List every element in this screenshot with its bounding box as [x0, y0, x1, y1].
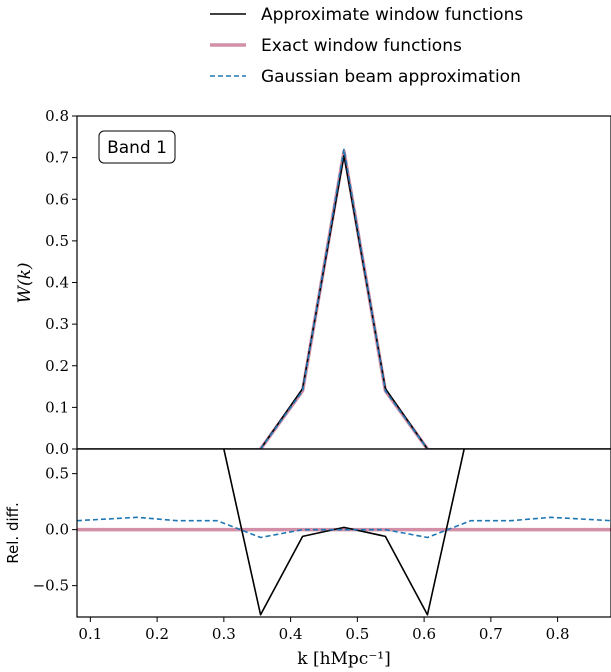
band-annotation-label: Band 1: [107, 138, 167, 158]
bottom-series-line-1: [223, 449, 465, 616]
bottom-xlabel: k [hMpc⁻¹]: [297, 649, 391, 669]
band-annotation-box: [98, 130, 176, 164]
bottom-xtick-label: 0.2: [145, 625, 169, 643]
top-ytick-label: 0.7: [45, 149, 69, 167]
top-series-line-3: [259, 148, 429, 449]
top-ytick-label: 0.3: [45, 315, 69, 333]
bottom-ytick-label: 0.5: [45, 465, 69, 483]
top-ytick-label: 0.2: [45, 357, 69, 375]
bottom-panel-relative-difference: 0.5 0.0 −0.5 0.1 0.2 0.3 0.4 0.5 0.6 0.7 0.8 Rel. d…: [4, 448, 611, 669]
top-ytick-label: 0.4: [45, 274, 69, 292]
legend-label-3: Gaussian beam approximation: [261, 67, 521, 87]
bottom-xtick-label: 0.5: [345, 625, 369, 643]
legend: Approximate window functions Exact window…: [210, 5, 523, 87]
bottom-xtick-label: 0.7: [479, 625, 503, 643]
top-ytick-label: 0.5: [45, 232, 69, 250]
bottom-ytick-label: 0.0: [45, 521, 69, 539]
legend-label-1: Approximate window functions: [261, 5, 523, 25]
bottom-xtick-label: 0.6: [412, 625, 436, 643]
bottom-series-group: [77, 449, 611, 616]
bottom-xtick-label: 0.3: [212, 625, 236, 643]
top-ytick-label: 0.0: [45, 440, 69, 458]
bottom-series-line-3: [77, 516, 611, 539]
top-series-group: [77, 148, 611, 449]
top-ytick-label: 0.8: [45, 107, 69, 125]
top-panel-window-functions: 0.0 0.1 0.2 0.3 0.4 0.5 0.6 0.7 0.8 Band 1 W(k): [15, 107, 611, 458]
bottom-axes-frame: [76, 448, 611, 618]
top-series-line-2: [259, 149, 429, 449]
bottom-xtick-label: 0.1: [78, 625, 102, 643]
top-ytick-label: 0.6: [45, 190, 69, 208]
top-ylabel: W(k): [15, 262, 35, 303]
top-ytick-label: 0.1: [45, 398, 69, 416]
bottom-ytick-label: −0.5: [33, 577, 69, 595]
legend-label-2: Exact window functions: [261, 36, 462, 56]
bottom-ylabel: Rel. diff.: [4, 502, 22, 563]
top-series-line-1: [77, 154, 611, 449]
bottom-xtick-label: 0.4: [279, 625, 303, 643]
bottom-xtick-label: 0.8: [546, 625, 570, 643]
top-axes-frame: [76, 115, 611, 450]
